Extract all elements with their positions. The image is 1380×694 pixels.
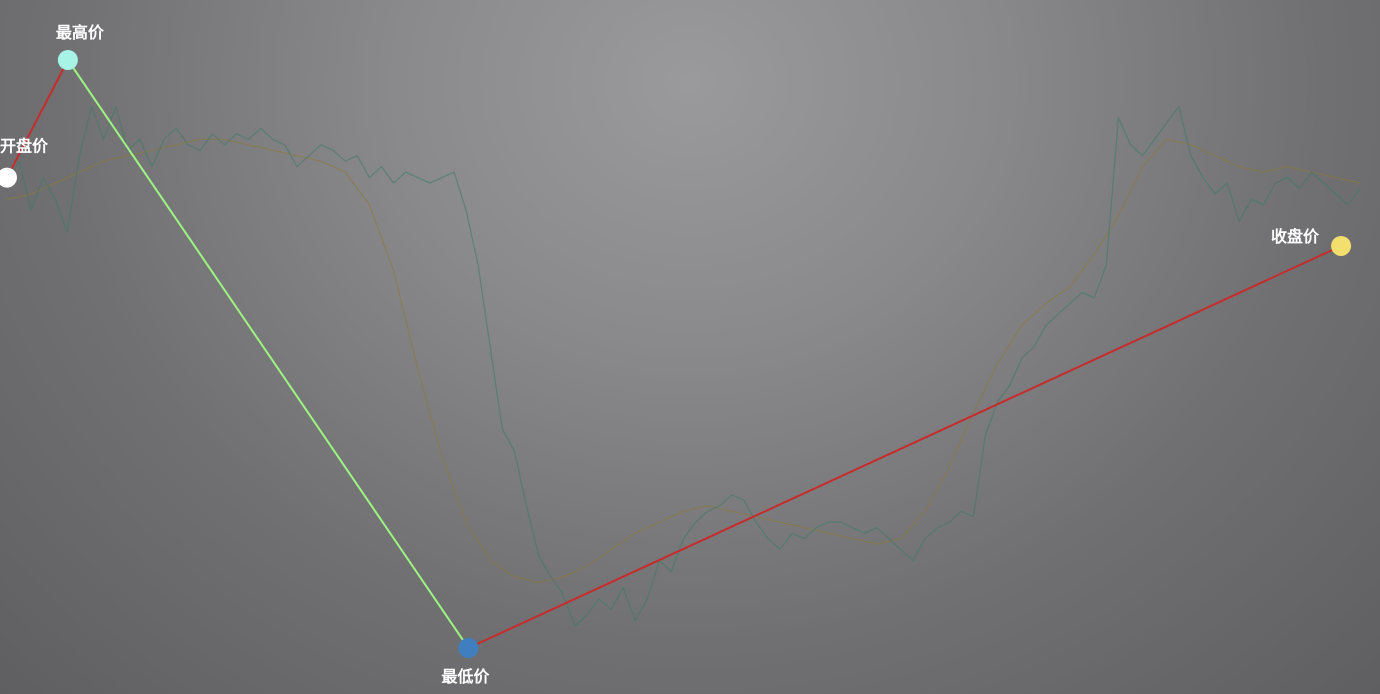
open-to-high-segment bbox=[6, 59, 69, 179]
ohlc-labels-layer: 开盘价 最高价 最低价 收盘价 bbox=[0, 23, 1320, 686]
low-price-marker bbox=[458, 638, 479, 658]
close-price-marker bbox=[1331, 235, 1352, 256]
ohlc-points-layer bbox=[0, 50, 1352, 658]
moving-average-layer bbox=[6, 138, 1361, 584]
moving-average-line bbox=[6, 138, 1361, 584]
high-price-label: 最高价 bbox=[56, 23, 105, 42]
price-series-layer bbox=[6, 105, 1361, 627]
high-to-low-segment bbox=[67, 59, 470, 649]
low-to-close-segment bbox=[467, 245, 1342, 649]
open-price-label: 开盘价 bbox=[0, 137, 49, 156]
high-price-marker bbox=[57, 50, 78, 70]
ohlc-segments-layer bbox=[6, 59, 1342, 649]
price-series-line bbox=[6, 105, 1361, 627]
open-price-marker bbox=[0, 167, 17, 188]
low-price-label: 最低价 bbox=[441, 667, 490, 686]
close-price-label: 收盘价 bbox=[1271, 227, 1320, 246]
